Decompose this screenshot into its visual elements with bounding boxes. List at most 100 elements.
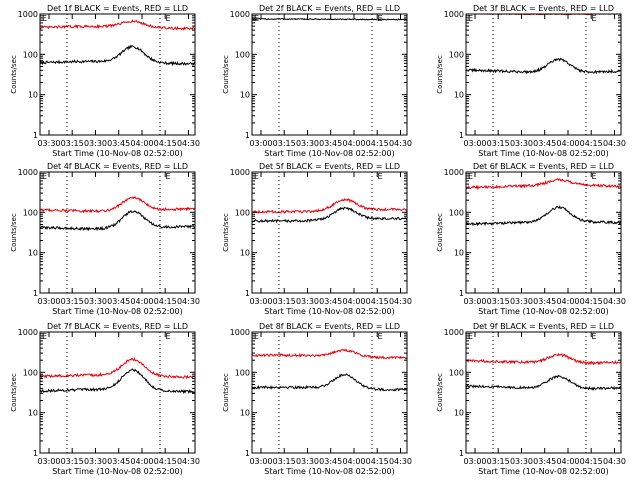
- marker-label: E: [592, 172, 597, 181]
- marker-label: E: [254, 332, 259, 341]
- x-tick-label: 03:15: [61, 139, 84, 148]
- plot-frame: [251, 171, 408, 294]
- x-tick-label: 03:30: [296, 297, 319, 306]
- y-tick-label: 1: [459, 289, 464, 298]
- x-tick-label: 03:15: [61, 297, 84, 306]
- y-tick-label: 1: [459, 131, 464, 140]
- y-tick-label: 10: [454, 91, 464, 100]
- y-tick-label: 1000: [444, 10, 464, 19]
- y-tick-label: 1000: [230, 10, 250, 19]
- x-tick-label: 03:00: [463, 297, 486, 306]
- chart-panel-6: 1 10 100 1000 03:00 03:15 03:30 03:45 04:00 04:15…: [436, 162, 626, 316]
- series-line-events: [466, 374, 621, 391]
- x-axis-label: Start Time (10-Nov-08 02:52:00): [478, 307, 608, 316]
- y-tick-label: 1: [245, 289, 250, 298]
- x-tick-label: 04:15: [366, 457, 389, 466]
- y-tick-label: 1000: [444, 328, 464, 337]
- y-tick-label: 10: [240, 249, 250, 258]
- y-tick-label: 10: [28, 91, 38, 100]
- y-axis-label: Counts/sec: [436, 213, 444, 252]
- x-tick-label: 04:15: [366, 139, 389, 148]
- x-tick-label: 04:00: [130, 457, 153, 466]
- series-line-events: [466, 205, 621, 227]
- marker-label: E: [378, 14, 383, 23]
- y-tick-label: 10: [240, 409, 250, 418]
- y-tick-label: 1000: [18, 168, 38, 177]
- y-tick-label: 10: [28, 409, 38, 418]
- chart-title: Det 1f BLACK = Events, RED = LLD: [47, 4, 188, 13]
- y-tick-label: 100: [235, 368, 250, 377]
- x-tick-label: 03:45: [533, 457, 556, 466]
- y-tick-label: 1000: [18, 328, 38, 337]
- marker-label: E: [42, 172, 47, 181]
- x-tick-label: 03:00: [249, 297, 272, 306]
- x-tick-label: 03:30: [510, 297, 533, 306]
- x-tick-label: 03:15: [487, 139, 510, 148]
- y-tick-label: 100: [23, 50, 38, 59]
- x-tick-label: 04:30: [177, 457, 200, 466]
- x-tick-label: 04:00: [130, 297, 153, 306]
- x-tick-label: 04:30: [389, 297, 412, 306]
- x-tick-label: 04:15: [366, 297, 389, 306]
- series-line-lld: [40, 195, 195, 214]
- y-tick-label: 100: [23, 368, 38, 377]
- series-line-events: [40, 210, 195, 232]
- y-tick-label: 1: [33, 289, 38, 298]
- marker-label: E: [592, 332, 597, 341]
- marker-label: E: [42, 332, 47, 341]
- marker-label: E: [468, 172, 473, 181]
- x-tick-label: 03:45: [533, 139, 556, 148]
- chart-panel-5: 1 10 100 1000 03:00 03:15 03:30 03:45 04:00 04:15…: [222, 162, 412, 316]
- x-tick-label: 04:30: [177, 297, 200, 306]
- x-tick-label: 03:00: [37, 457, 60, 466]
- y-tick-label: 10: [28, 249, 38, 258]
- x-tick-label: 03:00: [37, 297, 60, 306]
- plot-frame: [39, 171, 196, 294]
- y-tick-label: 10: [240, 91, 250, 100]
- series-line-lld: [252, 0, 407, 1]
- x-axis-label: Start Time (10-Nov-08 02:52:00): [478, 467, 608, 476]
- chart-title: Det 8f BLACK = Events, RED = LLD: [259, 322, 400, 331]
- x-tick-label: 03:30: [296, 139, 319, 148]
- x-tick-label: 04:30: [603, 297, 626, 306]
- x-tick-label: 03:45: [107, 139, 130, 148]
- plot-frame: [39, 331, 196, 454]
- x-tick-label: 04:15: [154, 139, 177, 148]
- marker-label: E: [468, 332, 473, 341]
- plot-frame: [465, 171, 622, 294]
- series-line-events: [40, 368, 195, 395]
- x-tick-label: 03:30: [37, 139, 60, 148]
- y-tick-label: 10: [454, 249, 464, 258]
- x-tick-label: 04:00: [556, 297, 579, 306]
- x-tick-label: 03:45: [107, 457, 130, 466]
- y-tick-label: 1: [33, 449, 38, 458]
- y-axis-label: Counts/sec: [436, 373, 444, 412]
- x-tick-label: 03:45: [319, 139, 342, 148]
- y-axis-label: Counts/sec: [10, 213, 18, 252]
- series-line-events: [252, 206, 407, 224]
- x-axis-label: Start Time (10-Nov-08 02:52:00): [52, 149, 182, 158]
- x-tick-label: 03:45: [107, 297, 130, 306]
- x-axis-label: Start Time (10-Nov-08 02:52:00): [264, 307, 394, 316]
- y-axis-label: Counts/sec: [222, 373, 230, 412]
- marker-label: E: [254, 14, 259, 23]
- plot-frame: [251, 13, 408, 136]
- marker-label: E: [468, 14, 473, 23]
- marker-label: E: [378, 172, 383, 181]
- chart-panel-4: 1 10 100 1000 03:00 03:15 03:30 03:45 04:00 04:15…: [10, 162, 200, 316]
- chart-title: Det 6f BLACK = Events, RED = LLD: [473, 162, 614, 171]
- y-tick-label: 1: [459, 449, 464, 458]
- y-tick-label: 100: [235, 208, 250, 217]
- x-tick-label: 04:00: [342, 139, 365, 148]
- chart-panel-8: 1 10 100 1000 03:00 03:15 03:30 03:45 04:00 04:15…: [222, 322, 412, 476]
- x-tick-label: 03:00: [463, 457, 486, 466]
- y-axis-label: Counts/sec: [222, 55, 230, 94]
- x-tick-label: 04:30: [389, 139, 412, 148]
- chart-title: Det 7f BLACK = Events, RED = LLD: [47, 322, 188, 331]
- y-tick-label: 1: [245, 131, 250, 140]
- y-tick-label: 1: [245, 449, 250, 458]
- x-tick-label: 03:15: [487, 457, 510, 466]
